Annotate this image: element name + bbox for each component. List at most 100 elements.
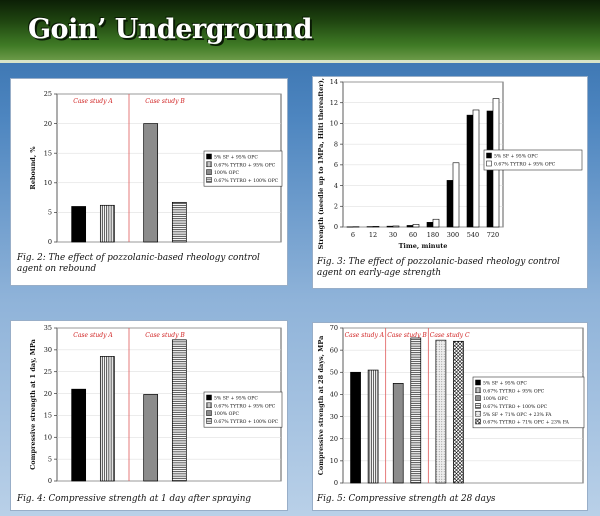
bar xyxy=(350,371,361,484)
y-tick-label: 40 xyxy=(330,391,338,399)
legend-entry: 5% SF + 95% OPC xyxy=(214,155,258,161)
y-tick-label: 12 xyxy=(330,99,338,107)
case-label: Case study B xyxy=(145,332,185,339)
y-tick-label: 50 xyxy=(330,368,338,376)
bar xyxy=(435,339,447,484)
y-tick-label: 20 xyxy=(44,390,52,398)
legend-entry: 5% SF + 95% OPC xyxy=(214,396,258,402)
legend-entry: 100% OPC xyxy=(214,170,239,176)
y-axis-label: Compressive strength at 28 days, MPa xyxy=(317,335,325,475)
legend-entry: 100% OPC xyxy=(483,396,508,402)
y-tick-label: 25 xyxy=(44,90,52,98)
x-tick-label: 6 xyxy=(351,231,355,239)
y-tick-label: 30 xyxy=(330,413,338,421)
chart-early-strength: 0 2 4 6 8 10 12 14 Strength (needle up to 1MPa, … xyxy=(317,77,583,250)
y-tick-label: 6 xyxy=(334,161,338,169)
bar xyxy=(372,226,380,228)
bar xyxy=(452,162,460,228)
legend-entry: 0.67% TYTRO + 95% OPC xyxy=(214,162,276,168)
legend-swatch xyxy=(475,418,481,425)
bar xyxy=(71,388,87,482)
y-tick-label: 5 xyxy=(48,455,52,463)
bar xyxy=(406,225,414,228)
x-tick-label: 12 xyxy=(369,231,377,239)
y-tick-label: 10 xyxy=(44,433,52,441)
y-tick-label: 4 xyxy=(334,182,338,190)
x-axis-label: Time, minute xyxy=(399,242,448,250)
y-tick-label: 15 xyxy=(44,412,52,420)
legend-entry: 0.67% TYTRO + 100% OPC xyxy=(214,178,279,184)
legend-entry: 5% SF + 95% OPC xyxy=(494,154,538,160)
y-tick-label: 20 xyxy=(330,435,338,443)
legend-entry: 5% SF + 71% OPC + 23% FA xyxy=(483,412,552,418)
legend-swatch xyxy=(475,387,481,394)
y-tick-label: 60 xyxy=(330,346,338,354)
y-tick-label: 10 xyxy=(330,120,338,128)
legend-entry: 5% SF + 95% OPC xyxy=(483,381,527,387)
chart-1day-strength: 0 5 10 15 20 25 30 35 Compressive strength at 1 … xyxy=(29,324,283,485)
chart-28day-strength-panel: 0 10 20 30 40 50 60 70 Compressive strength at 2… xyxy=(312,322,588,511)
y-tick-label: 10 xyxy=(44,179,52,187)
legend-swatch xyxy=(206,402,212,409)
bar xyxy=(446,180,454,228)
y-tick-label: 30 xyxy=(44,346,52,354)
y-tick-label: 0 xyxy=(48,238,52,246)
y-tick-label: 8 xyxy=(334,140,338,148)
x-tick-label: 30 xyxy=(389,231,397,239)
case-label: Case study A xyxy=(345,332,385,339)
chart-1day-strength-panel: 0 5 10 15 20 25 30 35 Compressive strength at 1 … xyxy=(10,320,288,511)
chart-rebound: 0 5 10 15 20 25 Rebound, % Case study A Case stu… xyxy=(29,90,283,246)
legend-swatch xyxy=(486,160,492,167)
y-tick-label: 10 xyxy=(330,457,338,465)
x-tick-label: 60 xyxy=(409,231,417,239)
x-tick-label: 180 xyxy=(427,231,439,239)
legend-entry: 100% OPC xyxy=(214,411,239,417)
y-tick-label: 0 xyxy=(48,477,52,485)
legend-entry: 0.67% TYTRO + 100% OPC xyxy=(483,404,548,410)
y-tick-label: 15 xyxy=(44,149,52,157)
legend-swatch xyxy=(475,403,481,409)
y-axis-label: Strength (needle up to 1MPa, Hilti there… xyxy=(317,77,325,249)
bar xyxy=(367,369,379,484)
bar xyxy=(453,340,464,484)
legend-swatch xyxy=(206,177,212,183)
y-tick-label: 0 xyxy=(334,479,338,487)
case-label: Case study B xyxy=(145,98,185,105)
legend-swatch xyxy=(206,418,212,424)
bar xyxy=(432,218,440,228)
legend-swatch xyxy=(486,152,492,159)
legend-swatch xyxy=(206,153,212,160)
y-tick-label: 70 xyxy=(330,324,338,332)
header-rule xyxy=(0,60,600,63)
bar xyxy=(410,337,422,484)
legend-swatch xyxy=(206,394,212,401)
legend-entry: 0.67% TYTRO + 95% OPC xyxy=(214,403,276,409)
legend-entry: 0.67% TYTRO + 100% OPC xyxy=(214,419,279,425)
figure-caption: Fig. 2: The effect of pozzolanic-based r… xyxy=(17,253,260,274)
legend-box xyxy=(472,376,585,429)
legend-swatch xyxy=(206,161,212,168)
bar xyxy=(143,394,159,482)
figure-caption: Fig. 4: Compressive strength at 1 day af… xyxy=(17,494,252,504)
x-tick-label: 300 xyxy=(447,231,459,239)
y-tick-label: 25 xyxy=(44,368,52,376)
bar xyxy=(99,356,115,482)
bar xyxy=(386,225,394,228)
bar xyxy=(99,204,115,243)
y-axis-label: Compressive strength at 1 day, MPa xyxy=(29,338,37,470)
bar xyxy=(472,109,480,228)
legend-entry: 0.67% TYTRO + 71% OPC + 23% FA xyxy=(483,420,569,426)
y-tick-label: 5 xyxy=(48,209,52,217)
bar xyxy=(426,222,434,228)
y-tick-label: 14 xyxy=(330,78,338,86)
legend-swatch xyxy=(475,410,481,417)
case-label: Case study A xyxy=(73,98,113,105)
x-tick-label: 720 xyxy=(487,231,499,239)
y-tick-label: 20 xyxy=(44,120,52,128)
y-tick-label: 35 xyxy=(44,324,52,332)
legend-entry: 0.67% TYTRO + 95% OPC xyxy=(494,162,556,168)
chart-28day-strength: 0 10 20 30 40 50 60 70 Compressive strength at 2… xyxy=(317,324,585,487)
legend-swatch xyxy=(475,379,481,386)
chart-early-strength-panel: 0 2 4 6 8 10 12 14 Strength (needle up to 1MPa, … xyxy=(312,76,588,289)
case-label: Case study A xyxy=(73,332,113,339)
